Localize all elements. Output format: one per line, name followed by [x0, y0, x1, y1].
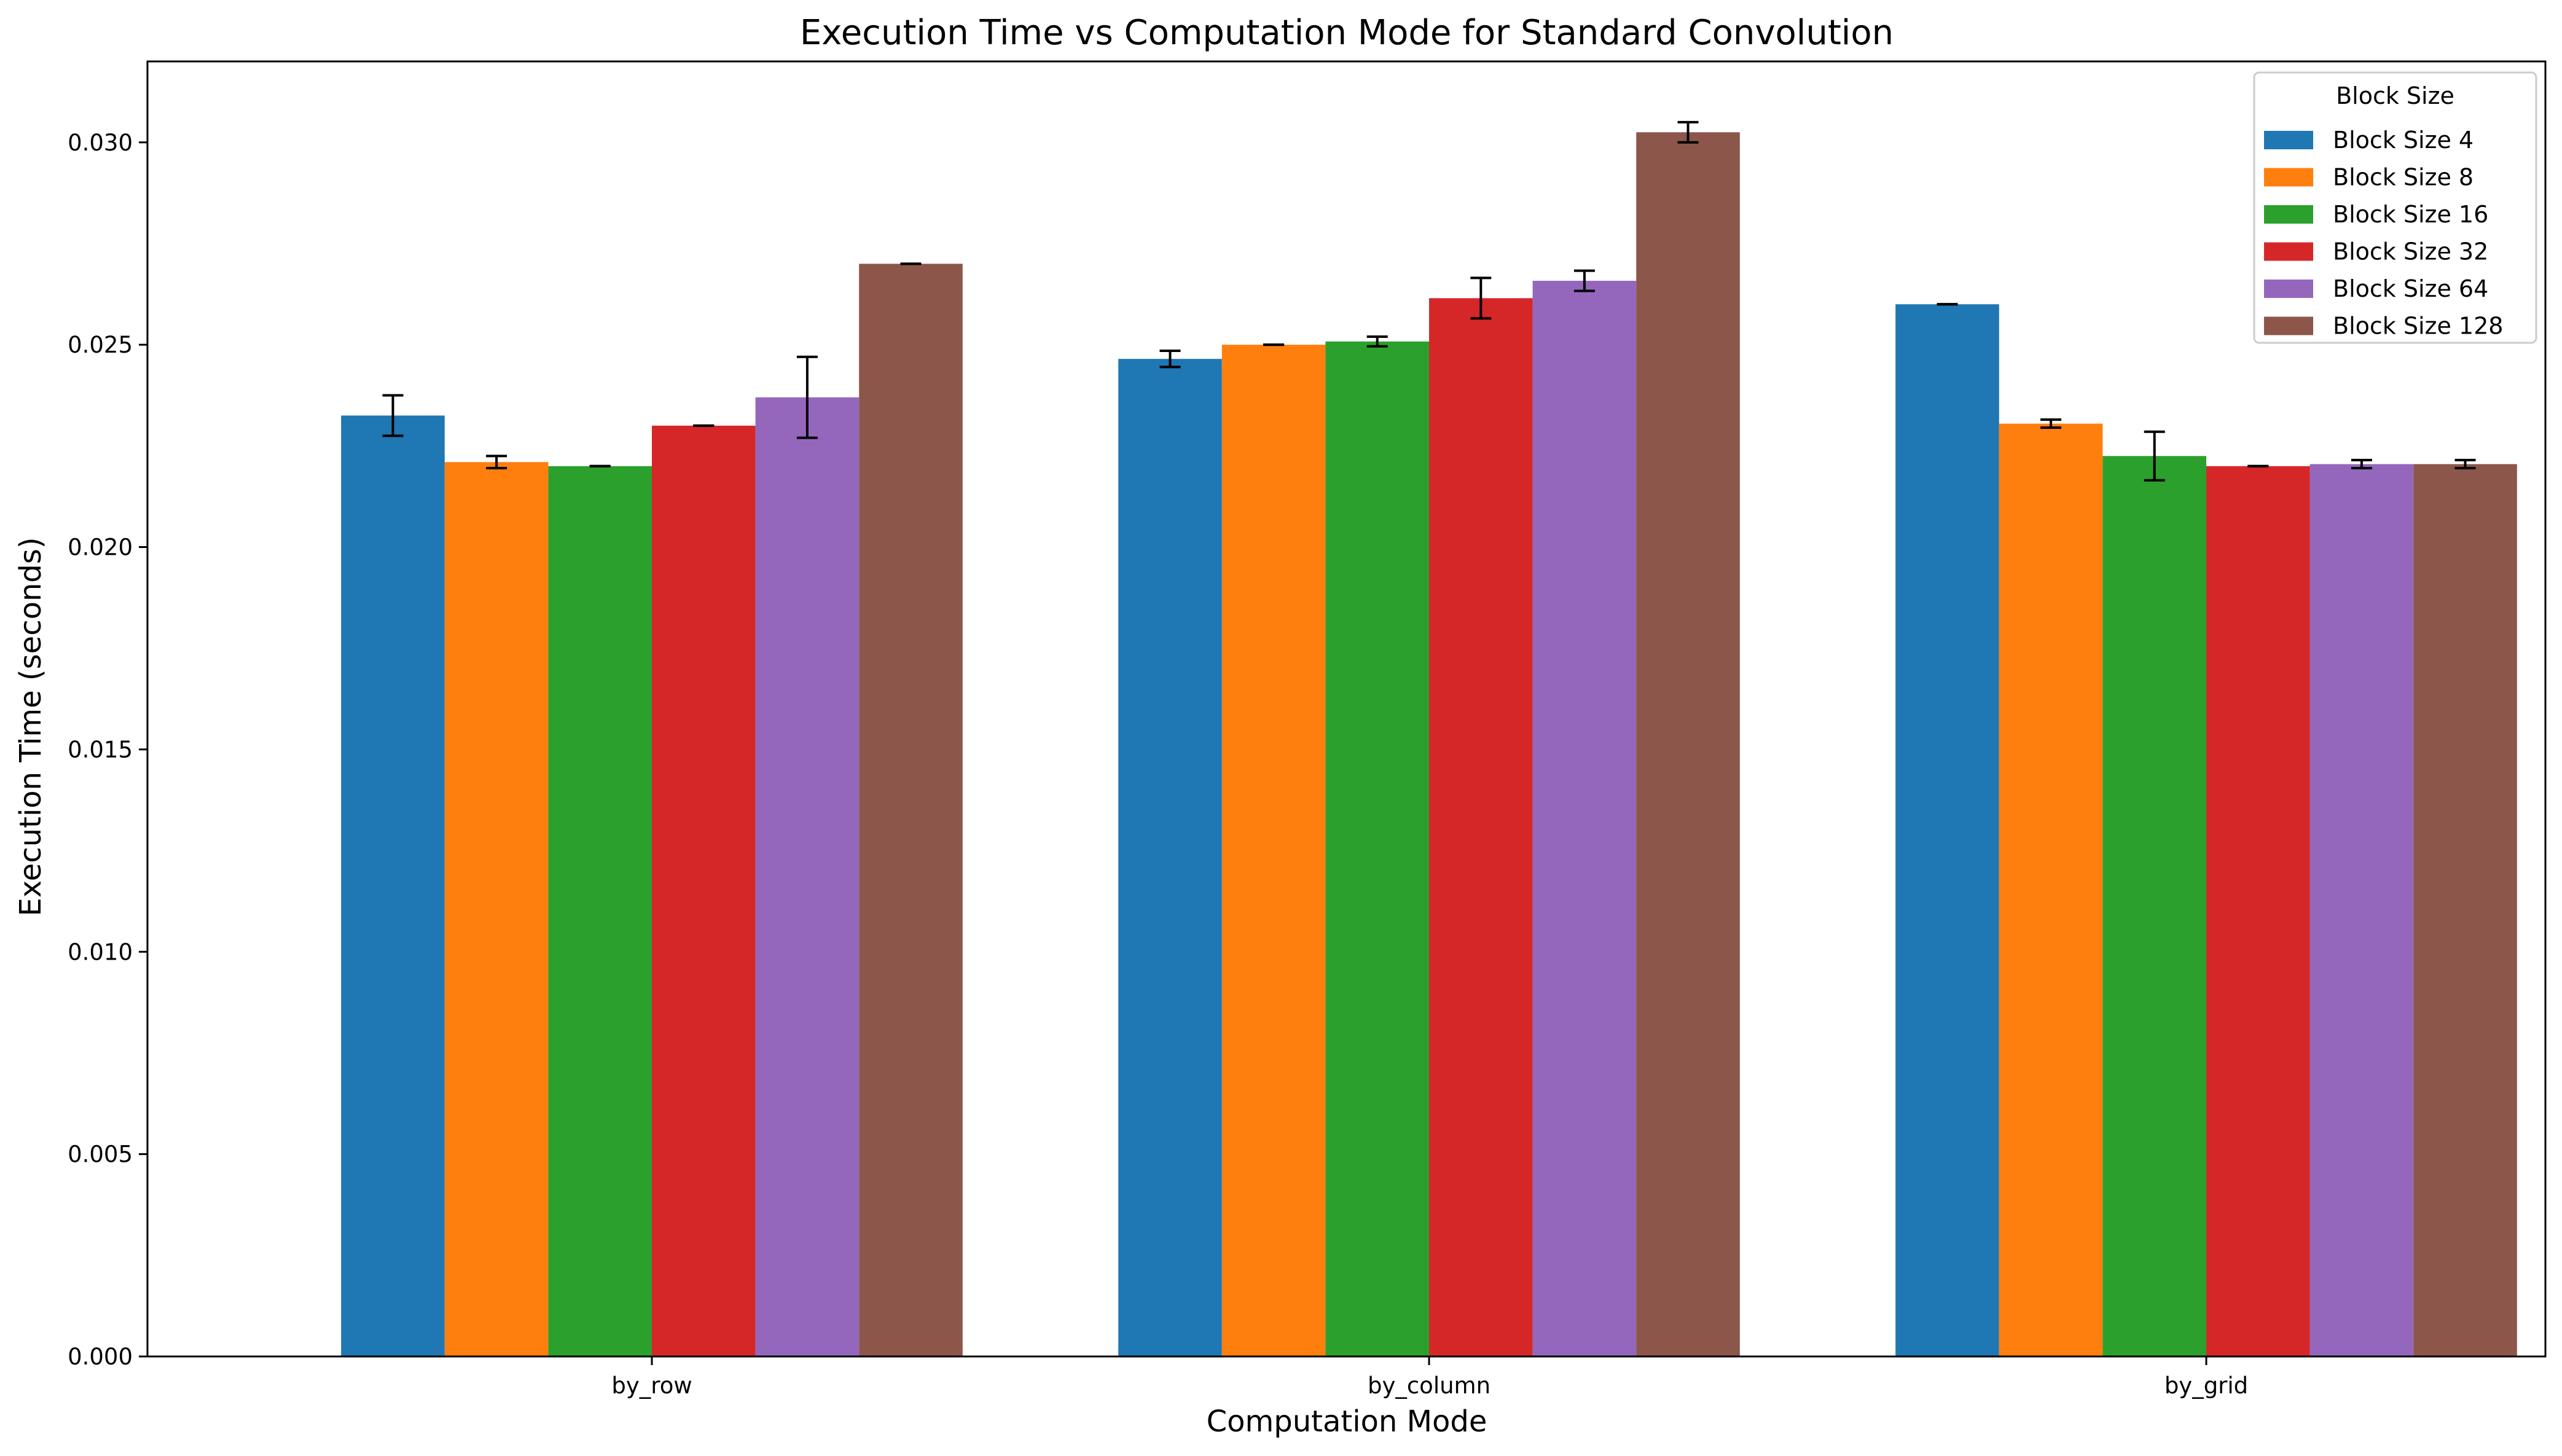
bar [1999, 423, 2103, 1356]
y-axis-label: Execution Time (seconds) [14, 537, 48, 916]
plot-frame [146, 60, 2547, 1358]
legend-title: Block Size [2336, 82, 2454, 109]
legend-entry: Block Size 128 [2333, 313, 2503, 340]
legend-swatch [2264, 242, 2313, 261]
legend: Block Size Block Size 4 Block Size 8 Block … [2253, 71, 2537, 344]
y-tick-label: 0.015 [68, 737, 133, 763]
y-tick-label: 0.005 [68, 1141, 133, 1168]
bar [1325, 341, 1429, 1356]
bar [1221, 345, 1326, 1356]
legend-swatch [2264, 205, 2313, 224]
x-tick-label: by_column [1368, 1372, 1491, 1399]
bar [2102, 456, 2206, 1356]
bar [1532, 281, 1637, 1357]
chart-title: Execution Time vs Computation Mode for S… [800, 13, 1894, 53]
legend-entry: Block Size 8 [2333, 164, 2474, 191]
bar [755, 397, 860, 1357]
legend-swatch [2264, 316, 2313, 335]
legend-swatch [2264, 168, 2313, 187]
bar [548, 466, 652, 1356]
bar [1636, 132, 1740, 1356]
plot-area [341, 120, 2517, 1357]
bar [1118, 359, 1222, 1356]
x-tick-label: by_row [611, 1372, 692, 1399]
y-tick-label: 0.000 [68, 1344, 133, 1370]
legend-swatch [2264, 280, 2313, 298]
legend-swatch [2264, 131, 2313, 149]
bar [341, 415, 445, 1356]
bar [859, 264, 963, 1356]
y-tick-label: 0.030 [68, 130, 133, 156]
bar [2309, 464, 2414, 1356]
legend-entry: Block Size 4 [2333, 127, 2474, 154]
legend-entry: Block Size 64 [2333, 275, 2488, 302]
y-tick-label: 0.020 [68, 534, 133, 561]
bar [1429, 298, 1533, 1356]
legend-entry: Block Size 32 [2333, 238, 2488, 265]
x-axis-label: Computation Mode [1207, 1404, 1487, 1439]
y-tick-label: 0.010 [68, 939, 133, 965]
x-tick-label: by_grid [2164, 1372, 2248, 1399]
bar [652, 425, 756, 1356]
bar [2413, 464, 2517, 1356]
legend-entry: Block Size 16 [2333, 201, 2488, 228]
legend-box [2253, 71, 2537, 344]
axes: 0.000 0.005 0.010 0.015 0.020 0.025 0.030 by_ro… [68, 60, 2547, 1399]
bar [2206, 466, 2310, 1356]
y-tick-label: 0.025 [68, 332, 133, 358]
bar [444, 462, 549, 1356]
bar [1895, 304, 1999, 1356]
